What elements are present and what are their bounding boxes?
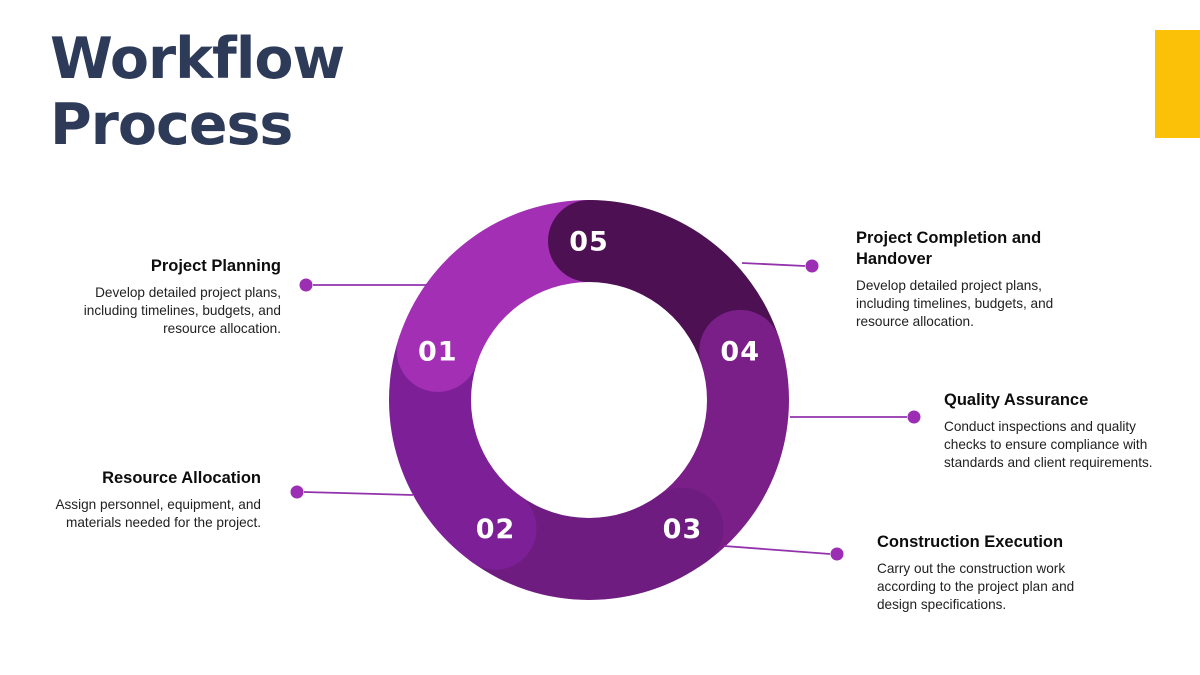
connector-dot-5 <box>830 547 844 561</box>
step-label-resource-allocation: Resource Allocation Assign personnel, eq… <box>20 468 261 532</box>
donut-number-01: 01 <box>418 336 458 367</box>
step-title: Construction Execution <box>877 533 1064 551</box>
step-description: Assign personnel, equipment, and materia… <box>55 497 261 530</box>
accent-bar <box>1155 30 1200 138</box>
step-label-project-completion: Project Completion and Handover Develop … <box>856 228 1068 331</box>
step-title: Project Planning <box>150 257 281 275</box>
slide-title-line2: Process <box>50 92 293 158</box>
donut-number-04: 04 <box>720 336 760 367</box>
step-label-quality-assurance: Quality Assurance Conduct inspections an… <box>944 390 1162 472</box>
step-title: Project Completion and Handover <box>856 229 1042 268</box>
connector-line-3 <box>741 262 806 267</box>
donut-number-05: 05 <box>569 227 609 258</box>
slide-title-line1: Workflow <box>50 26 345 92</box>
connector-dot-3 <box>805 259 819 273</box>
step-description: Develop detailed project plans, includin… <box>83 285 281 336</box>
connector-dot-4 <box>907 410 921 424</box>
donut-cap-03 <box>641 487 724 570</box>
connector-dot-2 <box>290 485 304 499</box>
step-title: Quality Assurance <box>944 391 1089 409</box>
connector-dot-1 <box>299 278 313 292</box>
step-description: Carry out the construction work accordin… <box>877 561 1075 612</box>
donut-cap-04 <box>699 309 782 392</box>
slide-title: Workflow Process <box>50 26 345 158</box>
step-title: Resource Allocation <box>102 469 261 487</box>
donut-cap-02 <box>454 487 537 570</box>
step-label-project-planning: Project Planning Develop detailed projec… <box>40 256 281 338</box>
step-label-construction-execution: Construction Execution Carry out the con… <box>877 532 1089 614</box>
donut-cap-05 <box>548 200 630 282</box>
step-description: Conduct inspections and quality checks t… <box>944 419 1153 470</box>
connector-line-5 <box>723 545 831 555</box>
donut-cap-01 <box>396 309 479 392</box>
connector-line-2 <box>303 491 414 496</box>
step-description: Develop detailed project plans, includin… <box>856 278 1054 329</box>
donut-number-02: 02 <box>476 514 516 545</box>
donut-number-03: 03 <box>663 514 703 545</box>
